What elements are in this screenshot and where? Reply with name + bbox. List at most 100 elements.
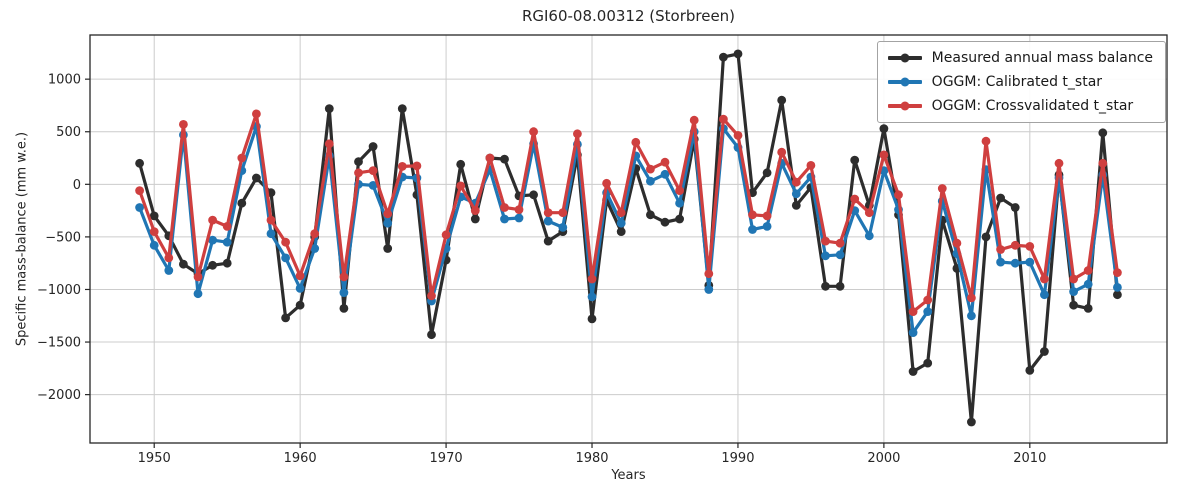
data-point [835,281,845,291]
data-point [368,142,378,151]
data-point [850,194,860,204]
data-point [646,164,655,174]
data-point [835,250,845,260]
data-point [281,313,290,323]
data-point [587,292,597,302]
crossvalidated-series-swatch-icon [887,104,922,108]
data-point [222,258,232,268]
data-point [791,189,801,199]
data-point [864,231,874,241]
data-point [704,269,714,279]
data-point [1010,203,1020,212]
data-point [850,155,860,165]
data-point [1040,290,1049,300]
data-point [879,150,889,160]
data-point [470,206,480,216]
y-tick-label: −500 [45,230,81,245]
series-2-line [135,109,1122,316]
data-point [660,217,670,227]
data-point [208,215,218,225]
legend-item-label: OGGM: Calibrated t_star [931,74,1103,90]
data-point [864,208,874,218]
data-point [689,115,699,125]
data-point [996,193,1005,203]
data-point [1083,304,1093,313]
data-point [193,272,203,282]
data-point [1025,242,1035,251]
data-point [1040,347,1049,356]
data-point [543,208,553,218]
data-point [981,136,991,146]
data-point [281,253,290,263]
data-point [456,159,466,169]
data-point [310,244,320,253]
measured-series-swatch-icon [887,56,922,60]
data-point [354,168,363,178]
data-point [762,211,772,221]
data-point [1054,158,1064,168]
legend-item-label: Measured annual mass balance [931,50,1153,66]
data-point [222,237,232,247]
calibrated-series-swatch-icon [887,80,922,84]
data-point [573,129,582,139]
data-point [967,417,976,427]
data-point [1113,268,1122,277]
data-point [383,244,393,253]
data-point [135,158,145,168]
x-tick-label: 1950 [138,451,171,466]
data-point [397,162,407,171]
data-point [383,218,393,228]
data-point [719,114,728,124]
data-point [923,358,933,368]
data-point [675,198,684,208]
data-point [1069,287,1078,296]
data-point [660,169,670,179]
tick-labels: 1950 1960 1970 1980 1990 2000 2010 1000 500 0 −500… [37,73,1046,466]
y-tick-label: −2000 [37,388,81,403]
data-point [952,238,962,248]
data-point [149,227,159,237]
data-point [762,168,772,178]
y-axis-label: Specific mass-balance (mm w.e.) [14,131,30,347]
data-point [1069,300,1078,310]
legend-item-calibrated: OGGM: Calibrated t_star [887,74,1153,90]
legend: Measured annual mass balance OGGM: Calib… [876,41,1166,123]
data-point [266,229,276,239]
data-point [791,201,801,210]
data-point [281,237,290,247]
data-point [397,104,407,113]
data-point [237,198,247,208]
x-tick-label: 1970 [430,451,463,466]
data-point [558,223,568,232]
legend-item-measured: Measured annual mass balance [887,50,1153,66]
data-point [733,131,743,140]
data-point [310,229,320,239]
data-point [295,284,305,293]
data-point [733,49,743,59]
data-point [208,235,218,245]
x-tick-label: 2010 [1013,451,1046,466]
data-point [1025,366,1035,375]
data-point [967,293,976,303]
y-tick-label: 1000 [48,73,81,88]
x-axis-label: Years [611,468,646,483]
data-point [908,367,918,376]
data-point [806,161,816,170]
data-point [354,157,363,167]
data-point [821,236,830,246]
data-point [602,178,611,188]
data-point [587,274,597,284]
data-point [222,222,232,231]
data-point [923,307,933,316]
data-point [266,215,276,225]
data-point [675,186,684,196]
x-tick-label: 2000 [867,451,900,466]
data-point [719,52,728,62]
data-point [179,259,188,269]
data-point [1010,240,1020,250]
data-point [500,203,509,212]
data-point [427,330,436,340]
data-point [631,137,641,147]
data-point [879,124,889,133]
